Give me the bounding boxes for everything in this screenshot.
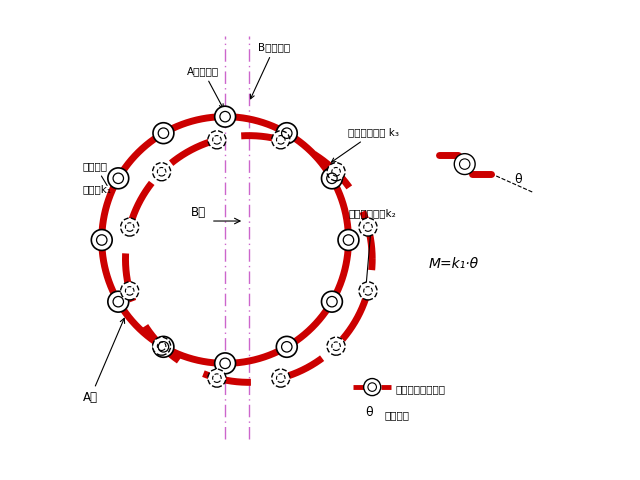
Circle shape <box>364 379 381 396</box>
Text: 接头转角: 接头转角 <box>384 410 409 420</box>
Circle shape <box>359 218 377 236</box>
Text: B环: B环 <box>191 206 206 219</box>
Text: 切向剪切弹簧 k₃: 切向剪切弹簧 k₃ <box>332 128 399 162</box>
Text: 径向剪切弹簧k₂: 径向剪切弹簧k₂ <box>348 208 396 297</box>
Circle shape <box>92 229 112 251</box>
Circle shape <box>208 131 226 149</box>
Circle shape <box>338 229 359 251</box>
Text: A环竖直轴: A环竖直轴 <box>187 66 223 108</box>
Text: θ: θ <box>365 406 372 419</box>
Circle shape <box>152 337 171 355</box>
Circle shape <box>108 291 129 312</box>
Circle shape <box>321 168 342 189</box>
Text: θ: θ <box>515 173 522 186</box>
Circle shape <box>327 337 345 355</box>
Circle shape <box>208 369 226 387</box>
Circle shape <box>321 291 342 312</box>
Circle shape <box>214 353 236 374</box>
Circle shape <box>153 123 174 144</box>
Circle shape <box>153 336 174 357</box>
Circle shape <box>214 106 236 127</box>
Circle shape <box>121 218 139 236</box>
Text: 转弹簧k₁: 转弹簧k₁ <box>83 184 112 194</box>
Circle shape <box>359 282 377 300</box>
Circle shape <box>276 336 297 357</box>
Circle shape <box>121 282 139 300</box>
Circle shape <box>272 131 290 149</box>
Circle shape <box>272 369 290 387</box>
Circle shape <box>327 163 345 181</box>
Circle shape <box>152 163 171 181</box>
Circle shape <box>454 154 475 175</box>
Circle shape <box>108 168 129 189</box>
Text: 接头处回: 接头处回 <box>83 161 108 185</box>
Text: B环竖直轴: B环竖直轴 <box>250 42 291 99</box>
Text: M=k₁·θ: M=k₁·θ <box>429 257 479 272</box>
Text: A环: A环 <box>83 318 125 404</box>
Text: 回转弹簧模拟接头: 回转弹簧模拟接头 <box>396 384 446 394</box>
Circle shape <box>276 123 297 144</box>
